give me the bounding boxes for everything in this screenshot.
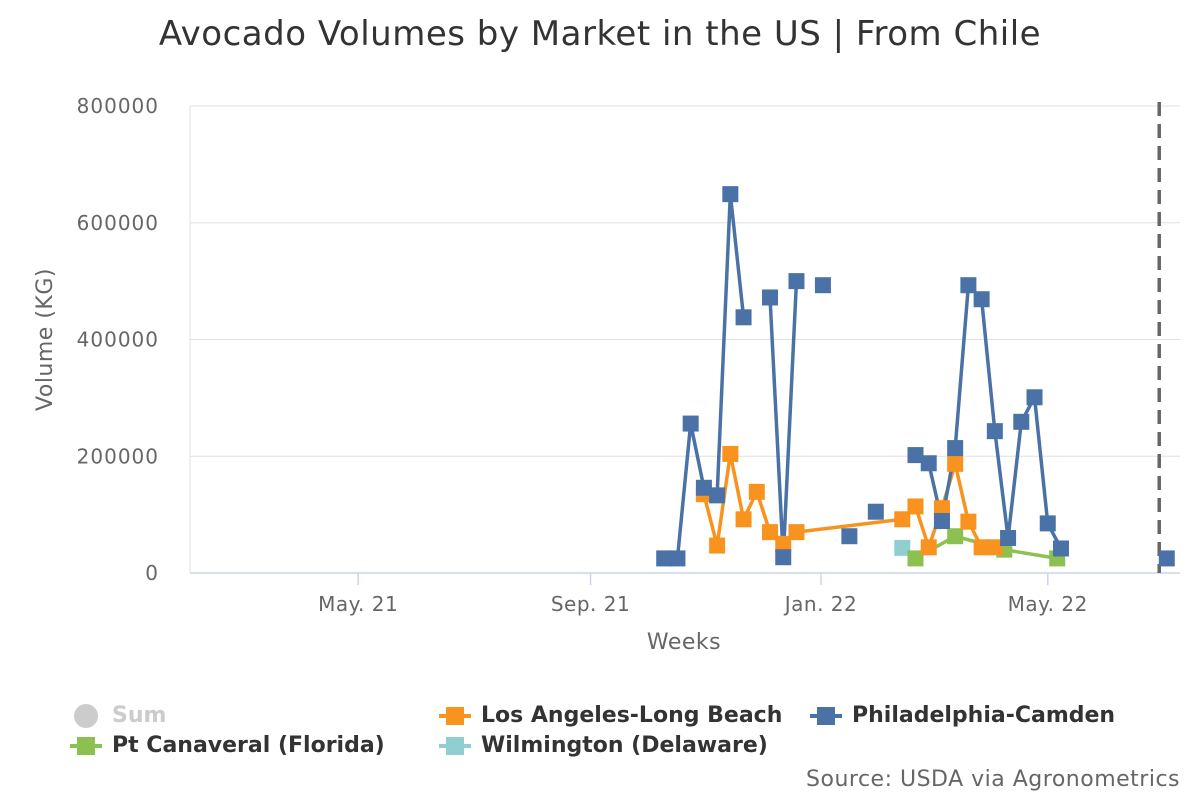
legend-symbol-icon	[808, 706, 844, 726]
series-line-philadelphia	[770, 281, 796, 557]
data-point-los_angeles	[960, 514, 976, 530]
data-point-philadelphia	[841, 528, 857, 544]
data-point-pt_canaveral	[947, 528, 963, 544]
legend-label: Wilmington (Delaware)	[481, 733, 768, 758]
legend-label: Sum	[112, 703, 166, 728]
data-point-los_angeles	[921, 539, 937, 555]
data-point-philadelphia	[683, 416, 699, 432]
data-point-philadelphia	[921, 455, 937, 471]
x-tick-label: Sep. 21	[551, 592, 630, 616]
y-axis-title: Volume (KG)	[33, 268, 58, 411]
legend-item-sum[interactable]: Sum	[68, 703, 166, 728]
y-tick-label: 400000	[77, 328, 159, 352]
y-tick-label: 200000	[77, 444, 159, 468]
data-point-philadelphia	[762, 289, 778, 305]
legend-label: Philadelphia-Camden	[852, 703, 1115, 728]
legend-item-wilmington[interactable]: Wilmington (Delaware)	[437, 733, 768, 758]
data-point-philadelphia	[987, 423, 1003, 439]
data-point-philadelphia	[722, 186, 738, 202]
x-tick-label: May. 22	[1008, 592, 1088, 616]
y-tick-label: 800000	[77, 94, 159, 118]
legend-label: Los Angeles-Long Beach	[481, 703, 782, 728]
data-point-philadelphia	[669, 550, 685, 566]
data-point-los_angeles	[907, 498, 923, 514]
legend-symbol-icon	[68, 706, 104, 726]
source-credit: Source: USDA via Agronometrics	[806, 767, 1180, 792]
data-point-philadelphia	[709, 487, 725, 503]
data-point-los_angeles	[709, 538, 725, 554]
data-point-philadelphia	[974, 291, 990, 307]
data-point-los_angeles	[736, 511, 752, 527]
data-point-philadelphia	[775, 549, 791, 565]
legend-item-philadelphia[interactable]: Philadelphia-Camden	[808, 703, 1115, 728]
data-point-philadelphia	[947, 440, 963, 456]
legend-label: Pt Canaveral (Florida)	[112, 733, 385, 758]
data-point-los_angeles	[947, 456, 963, 472]
legend-symbol-icon	[437, 706, 473, 726]
data-point-los_angeles	[749, 484, 765, 500]
data-point-philadelphia	[815, 277, 831, 293]
data-point-los_angeles	[722, 446, 738, 462]
data-point-philadelphia	[788, 273, 804, 289]
data-point-philadelphia	[736, 309, 752, 325]
legend-item-pt_canaveral[interactable]: Pt Canaveral (Florida)	[68, 733, 385, 758]
data-point-philadelphia	[1013, 414, 1029, 430]
data-point-philadelphia	[1027, 389, 1043, 405]
legend-item-los_angeles[interactable]: Los Angeles-Long Beach	[437, 703, 782, 728]
data-point-philadelphia	[960, 277, 976, 293]
data-point-philadelphia	[1053, 540, 1069, 556]
y-tick-label: 0	[145, 561, 159, 585]
data-point-philadelphia	[1159, 550, 1175, 566]
data-point-philadelphia	[1000, 530, 1016, 546]
data-point-philadelphia	[934, 513, 950, 529]
x-tick-label: May. 21	[318, 592, 398, 616]
data-point-philadelphia	[868, 504, 884, 520]
legend-symbol-icon	[437, 736, 473, 756]
legend-symbol-icon	[68, 736, 104, 756]
series-line-philadelphia	[664, 194, 743, 558]
data-point-philadelphia	[1040, 515, 1056, 531]
data-point-los_angeles	[788, 524, 804, 540]
y-tick-label: 600000	[77, 211, 159, 235]
x-axis-title: Weeks	[647, 630, 721, 655]
x-tick-label: Jan. 22	[783, 592, 858, 616]
